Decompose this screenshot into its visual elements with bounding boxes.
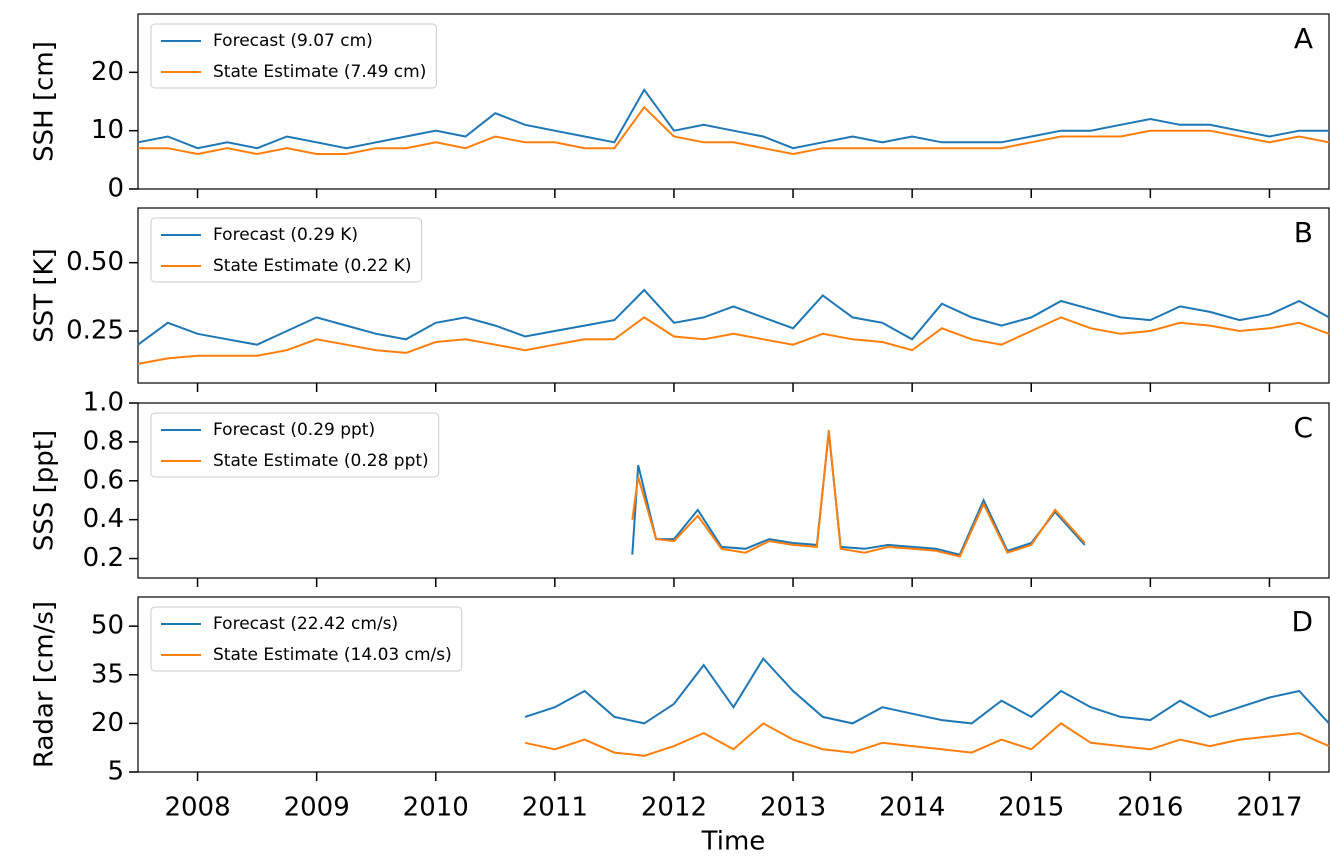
series-line: [524, 656, 1330, 725]
legend-label: State Estimate (0.28 ppt): [213, 451, 429, 471]
legend-box: [150, 217, 423, 283]
y-axis-label: SSH [cm]: [30, 41, 60, 162]
y-tick-label: 35: [91, 659, 124, 689]
x-tick-label: 2015: [998, 793, 1064, 823]
axes-frame: [137, 13, 1330, 190]
y-tick-label: 20: [91, 57, 124, 87]
axes-frame: [137, 207, 1330, 384]
x-tick-label: 2008: [164, 793, 230, 823]
legend: Forecast (22.42 cm/s) State Estimate (14.…: [150, 606, 463, 672]
y-tick-label: 20: [91, 708, 124, 738]
series-line: [138, 105, 1330, 156]
legend: Forecast (9.07 cm) State Estimate (7.49 c…: [150, 23, 437, 89]
legend: Forecast (0.29 K) State Estimate (0.22 K): [150, 217, 423, 283]
y-tick-label: 0.4: [83, 504, 124, 534]
x-axis-label: Time: [701, 827, 766, 857]
x-tick-label: 2010: [403, 793, 469, 823]
legend-label: State Estimate (14.03 cm/s): [213, 645, 452, 665]
series-line: [524, 722, 1330, 757]
legend-label: Forecast (0.29 ppt): [213, 420, 375, 440]
y-tick-label: 1.0: [83, 388, 124, 418]
series-line: [137, 316, 1330, 365]
legend: Forecast (0.29 ppt) State Estimate (0.28 …: [150, 412, 440, 478]
y-axis-label: SSS [ppt]: [30, 430, 60, 551]
legend-label: Forecast (9.07 cm): [213, 31, 373, 51]
x-tick-label: 2011: [522, 793, 588, 823]
legend-box: [150, 606, 463, 672]
y-tick-label: 5: [107, 757, 124, 787]
x-tick-label: 2014: [879, 793, 945, 823]
panel-label: C: [1293, 411, 1313, 444]
y-tick-label: 0.8: [83, 426, 124, 456]
panel-label: A: [1294, 22, 1313, 55]
y-tick-label: 0.6: [83, 465, 124, 495]
y-tick-label: 0: [107, 174, 124, 204]
legend-label: State Estimate (7.49 cm): [213, 62, 426, 82]
x-tick-label: 2013: [760, 793, 826, 823]
series-line: [631, 430, 1086, 558]
y-axis-label: SST [K]: [30, 248, 60, 343]
axes-frame: [137, 402, 1330, 579]
x-tick-label: 2016: [1117, 793, 1183, 823]
x-tick-label: 2017: [1236, 793, 1302, 823]
y-tick-label: 0.50: [66, 247, 124, 277]
series-line: [137, 87, 1329, 150]
series-line: [137, 288, 1330, 346]
y-tick-label: 0.25: [66, 316, 124, 346]
panel-label: D: [1291, 605, 1313, 638]
y-tick-label: 10: [91, 115, 124, 145]
y-tick-label: 0.2: [83, 543, 124, 573]
legend-label: Forecast (22.42 cm/s): [213, 614, 398, 634]
legend-box: [150, 23, 437, 89]
legend-box: [150, 412, 440, 478]
panel-label: B: [1294, 216, 1313, 249]
y-tick-label: 50: [91, 611, 124, 641]
axes-frame: [137, 596, 1330, 773]
x-tick-label: 2012: [641, 793, 707, 823]
series-line: [631, 432, 1086, 556]
legend-label: State Estimate (0.22 K): [213, 256, 412, 276]
y-axis-label: Radar [cm/s]: [30, 601, 60, 768]
x-tick-label: 2009: [284, 793, 350, 823]
legend-label: Forecast (0.29 K): [213, 225, 358, 245]
